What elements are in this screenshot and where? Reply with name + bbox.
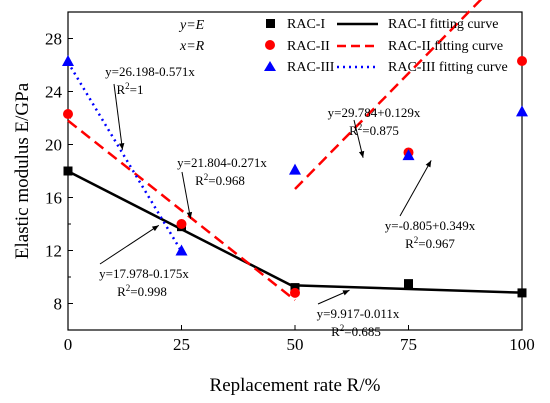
r-squared: R2=0.998 xyxy=(117,283,167,299)
annotation-arrowhead xyxy=(118,143,125,150)
x-axis-label: Replacement rate R/% xyxy=(210,375,381,396)
point-rac-iii xyxy=(516,105,528,117)
r-squared: R2=0.968 xyxy=(195,172,245,188)
point-rac-i xyxy=(290,283,300,293)
legend-rac3-marker xyxy=(264,61,276,71)
fit-equation: y=26.198-0.571x xyxy=(105,64,195,79)
annotation-arrow xyxy=(99,224,160,265)
point-rac-iii xyxy=(62,55,74,67)
fit-line-rac-i-seg2 xyxy=(294,284,523,294)
point-rac-iii xyxy=(289,163,301,175)
annotation-arrow xyxy=(181,171,192,219)
fit-equation: y=21.804-0.271x xyxy=(177,155,267,170)
legend-rac2-fit-label: RAC-II fitting curve xyxy=(388,39,503,54)
point-rac-iii xyxy=(175,244,188,256)
annotation-arrowhead xyxy=(151,225,159,232)
point-rac-ii xyxy=(290,287,300,298)
fit-line-rac-iii-seg1 xyxy=(66,61,183,253)
legend-rac3-label: RAC-III xyxy=(287,60,335,75)
legend-rac2-marker xyxy=(265,40,275,50)
point-rac-iii xyxy=(402,149,415,161)
r-squared: R2=0.967 xyxy=(405,235,455,251)
annotation-arrowhead xyxy=(358,150,365,158)
legend-rac3-fit-label: RAC-III fitting curve xyxy=(388,60,508,75)
annotation-arrow xyxy=(353,119,364,158)
legend-rac1-marker xyxy=(266,19,275,28)
annotation-arrow xyxy=(399,160,432,217)
annotation-arrowhead xyxy=(425,160,432,168)
legend-rac2-label: RAC-II xyxy=(287,39,330,54)
point-rac-ii xyxy=(517,56,527,67)
annotation-arrowhead xyxy=(186,211,193,219)
x-tick-label: 100 xyxy=(509,335,535,354)
legend-rac1-fit-label: RAC-I fitting curve xyxy=(388,17,498,32)
y-axis-label: Elastic modulus E/GPa xyxy=(12,82,33,259)
point-rac-i xyxy=(63,166,73,176)
fit-equation: y=-0.805+0.349x xyxy=(385,218,476,233)
y-tick-label: 28 xyxy=(45,30,62,49)
r-squared: R2=1 xyxy=(116,81,143,97)
legend-rac1-label: RAC-I xyxy=(287,17,325,32)
y-tick-label: 12 xyxy=(45,242,62,261)
x-tick-label: 75 xyxy=(400,335,417,354)
x-tick-label: 25 xyxy=(173,335,190,354)
fit-line-rac-ii-seg2 xyxy=(294,0,483,190)
point-rac-ii xyxy=(176,219,187,229)
r-squared: R2=0.685 xyxy=(331,323,381,339)
annotation-arrow xyxy=(113,83,123,150)
point-rac-i xyxy=(517,288,527,298)
data-points xyxy=(62,55,528,298)
annotations: y=26.198-0.571x R2=1 y=21.804-0.271x R2=0.9… xyxy=(99,64,476,339)
fit-equation: y=29.784+0.129x xyxy=(328,105,421,120)
legend-x-key: x=R xyxy=(179,39,205,54)
annotation-arrowhead xyxy=(342,290,350,296)
y-tick-label: 20 xyxy=(45,136,62,155)
y-tick-label: 16 xyxy=(45,189,62,208)
legend: y=E x=R RAC-I RAC-I fitting curve RAC-II… xyxy=(178,17,508,75)
legend-y-key: y=E xyxy=(178,18,205,33)
fit-equation: y=9.917-0.011x xyxy=(317,306,400,321)
x-tick-label: 0 xyxy=(64,335,73,354)
point-rac-ii xyxy=(63,109,73,120)
axis-ticks: 0 25 50 75 100 8 12 16 20 24 28 xyxy=(45,11,535,354)
x-tick-label: 50 xyxy=(287,335,304,354)
r-squared: R2=0.875 xyxy=(349,122,399,138)
fit-equation: y=17.978-0.175x xyxy=(99,266,189,281)
point-rac-i xyxy=(404,279,413,289)
fit-line-rac-ii-seg1 xyxy=(67,119,296,302)
y-tick-label: 24 xyxy=(45,83,63,102)
y-tick-label: 8 xyxy=(54,295,63,314)
